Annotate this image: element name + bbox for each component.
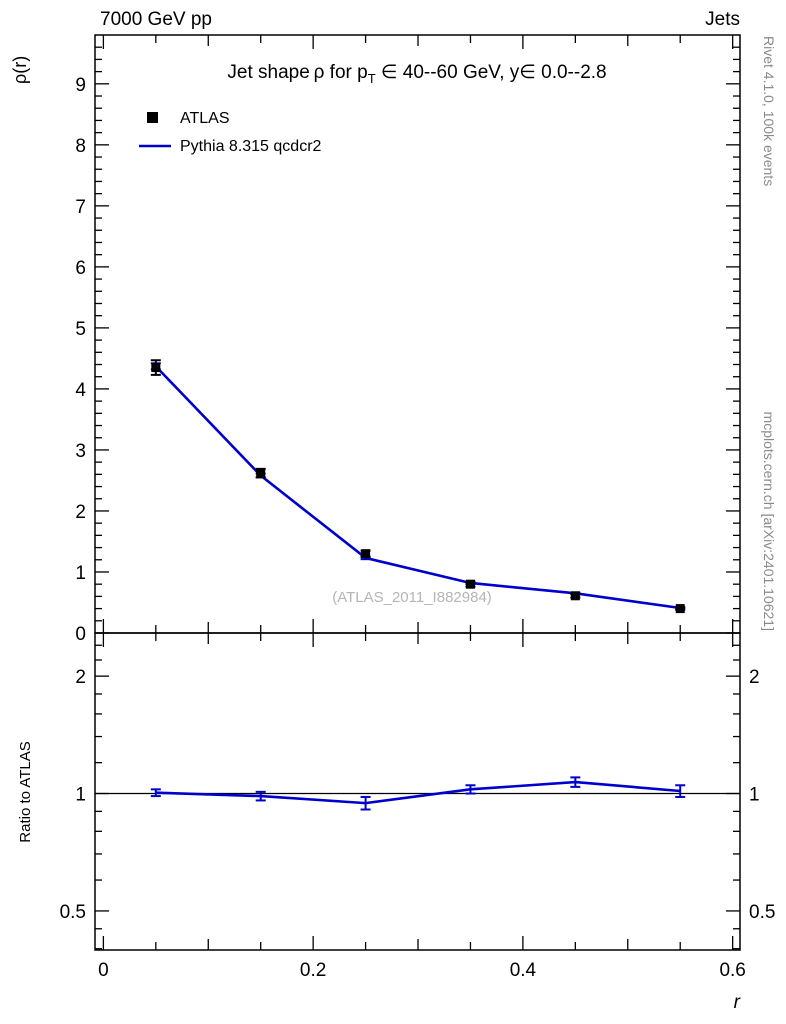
header-analysis-group: Jets <box>705 9 740 30</box>
y-tick-label-ratio-right: 0.5 <box>749 902 775 923</box>
y-axis-label-ratio: Ratio to ATLAS <box>17 741 34 842</box>
mcplots-credit-text: mcplots.cern.ch [arXiv:2401.10621] <box>761 412 777 631</box>
data-point <box>675 604 685 614</box>
data-point <box>151 363 161 373</box>
plot-title-subscript: T <box>368 71 376 86</box>
header-beam-energy: 7000 GeV pp <box>100 9 212 30</box>
y-tick-label-ratio-left: 2 <box>75 667 86 688</box>
y-tick-label-main: 9 <box>75 75 86 96</box>
y-tick-label-main: 4 <box>75 380 86 401</box>
y-tick-label-ratio-left: 0.5 <box>60 902 86 923</box>
x-tick-label: 0.6 <box>719 960 745 981</box>
data-point <box>361 549 371 559</box>
data-point <box>570 591 580 601</box>
data-point <box>256 468 266 478</box>
legend: ATLAS Pythia 8.315 qcdcr2 <box>139 110 322 155</box>
x-tick-label: 0.4 <box>510 960 537 981</box>
rivet-version-text: Rivet 4.1.0, 100k events <box>761 36 777 186</box>
ratio-panel-frame <box>94 632 741 951</box>
plot-title-post: ∈ 40--60 GeV, y∈ 0.0--2.8 <box>376 62 607 83</box>
x-axis-label: r <box>734 992 741 1013</box>
y-tick-label-main: 6 <box>75 258 86 279</box>
axes: 0 1 2 3 4 5 6 7 8 9 0.5 0.5 1 1 2 2 0 0.2 0.4 0.6 <box>60 34 775 981</box>
legend-marker-atlas <box>147 112 158 123</box>
plot-title-pre: Jet shape ρ for p <box>227 62 367 83</box>
ratio-line <box>155 780 681 805</box>
y-axis-label-main: ρ(r) <box>10 56 30 84</box>
y-tick-label-ratio-right: 1 <box>749 785 760 806</box>
ratio-panel-data <box>95 776 740 811</box>
y-tick-label-ratio-left: 1 <box>75 785 86 806</box>
x-tick-label: 0 <box>98 960 109 981</box>
y-tick-label-main: 0 <box>75 624 86 645</box>
x-tick-label: 0.2 <box>300 960 326 981</box>
y-tick-label-main: 1 <box>75 563 86 584</box>
y-tick-label-main: 7 <box>75 197 86 218</box>
y-tick-label-main: 2 <box>75 502 86 523</box>
mc-line <box>154 365 681 610</box>
y-tick-label-ratio-right: 2 <box>749 667 760 688</box>
analysis-id-watermark: (ATLAS_2011_I882984) <box>332 589 492 606</box>
y-tick-label-main: 8 <box>75 136 86 157</box>
legend-label-atlas: ATLAS <box>180 110 230 127</box>
data-point <box>465 579 475 589</box>
plot-title: Jet shape ρ for pT ∈ 40--60 GeV, y∈ 0.0-… <box>227 62 606 86</box>
y-tick-label-main: 3 <box>75 441 86 462</box>
main-panel-data <box>150 359 686 614</box>
legend-label-pythia: Pythia 8.315 qcdcr2 <box>180 138 322 155</box>
y-tick-label-main: 5 <box>75 319 86 340</box>
